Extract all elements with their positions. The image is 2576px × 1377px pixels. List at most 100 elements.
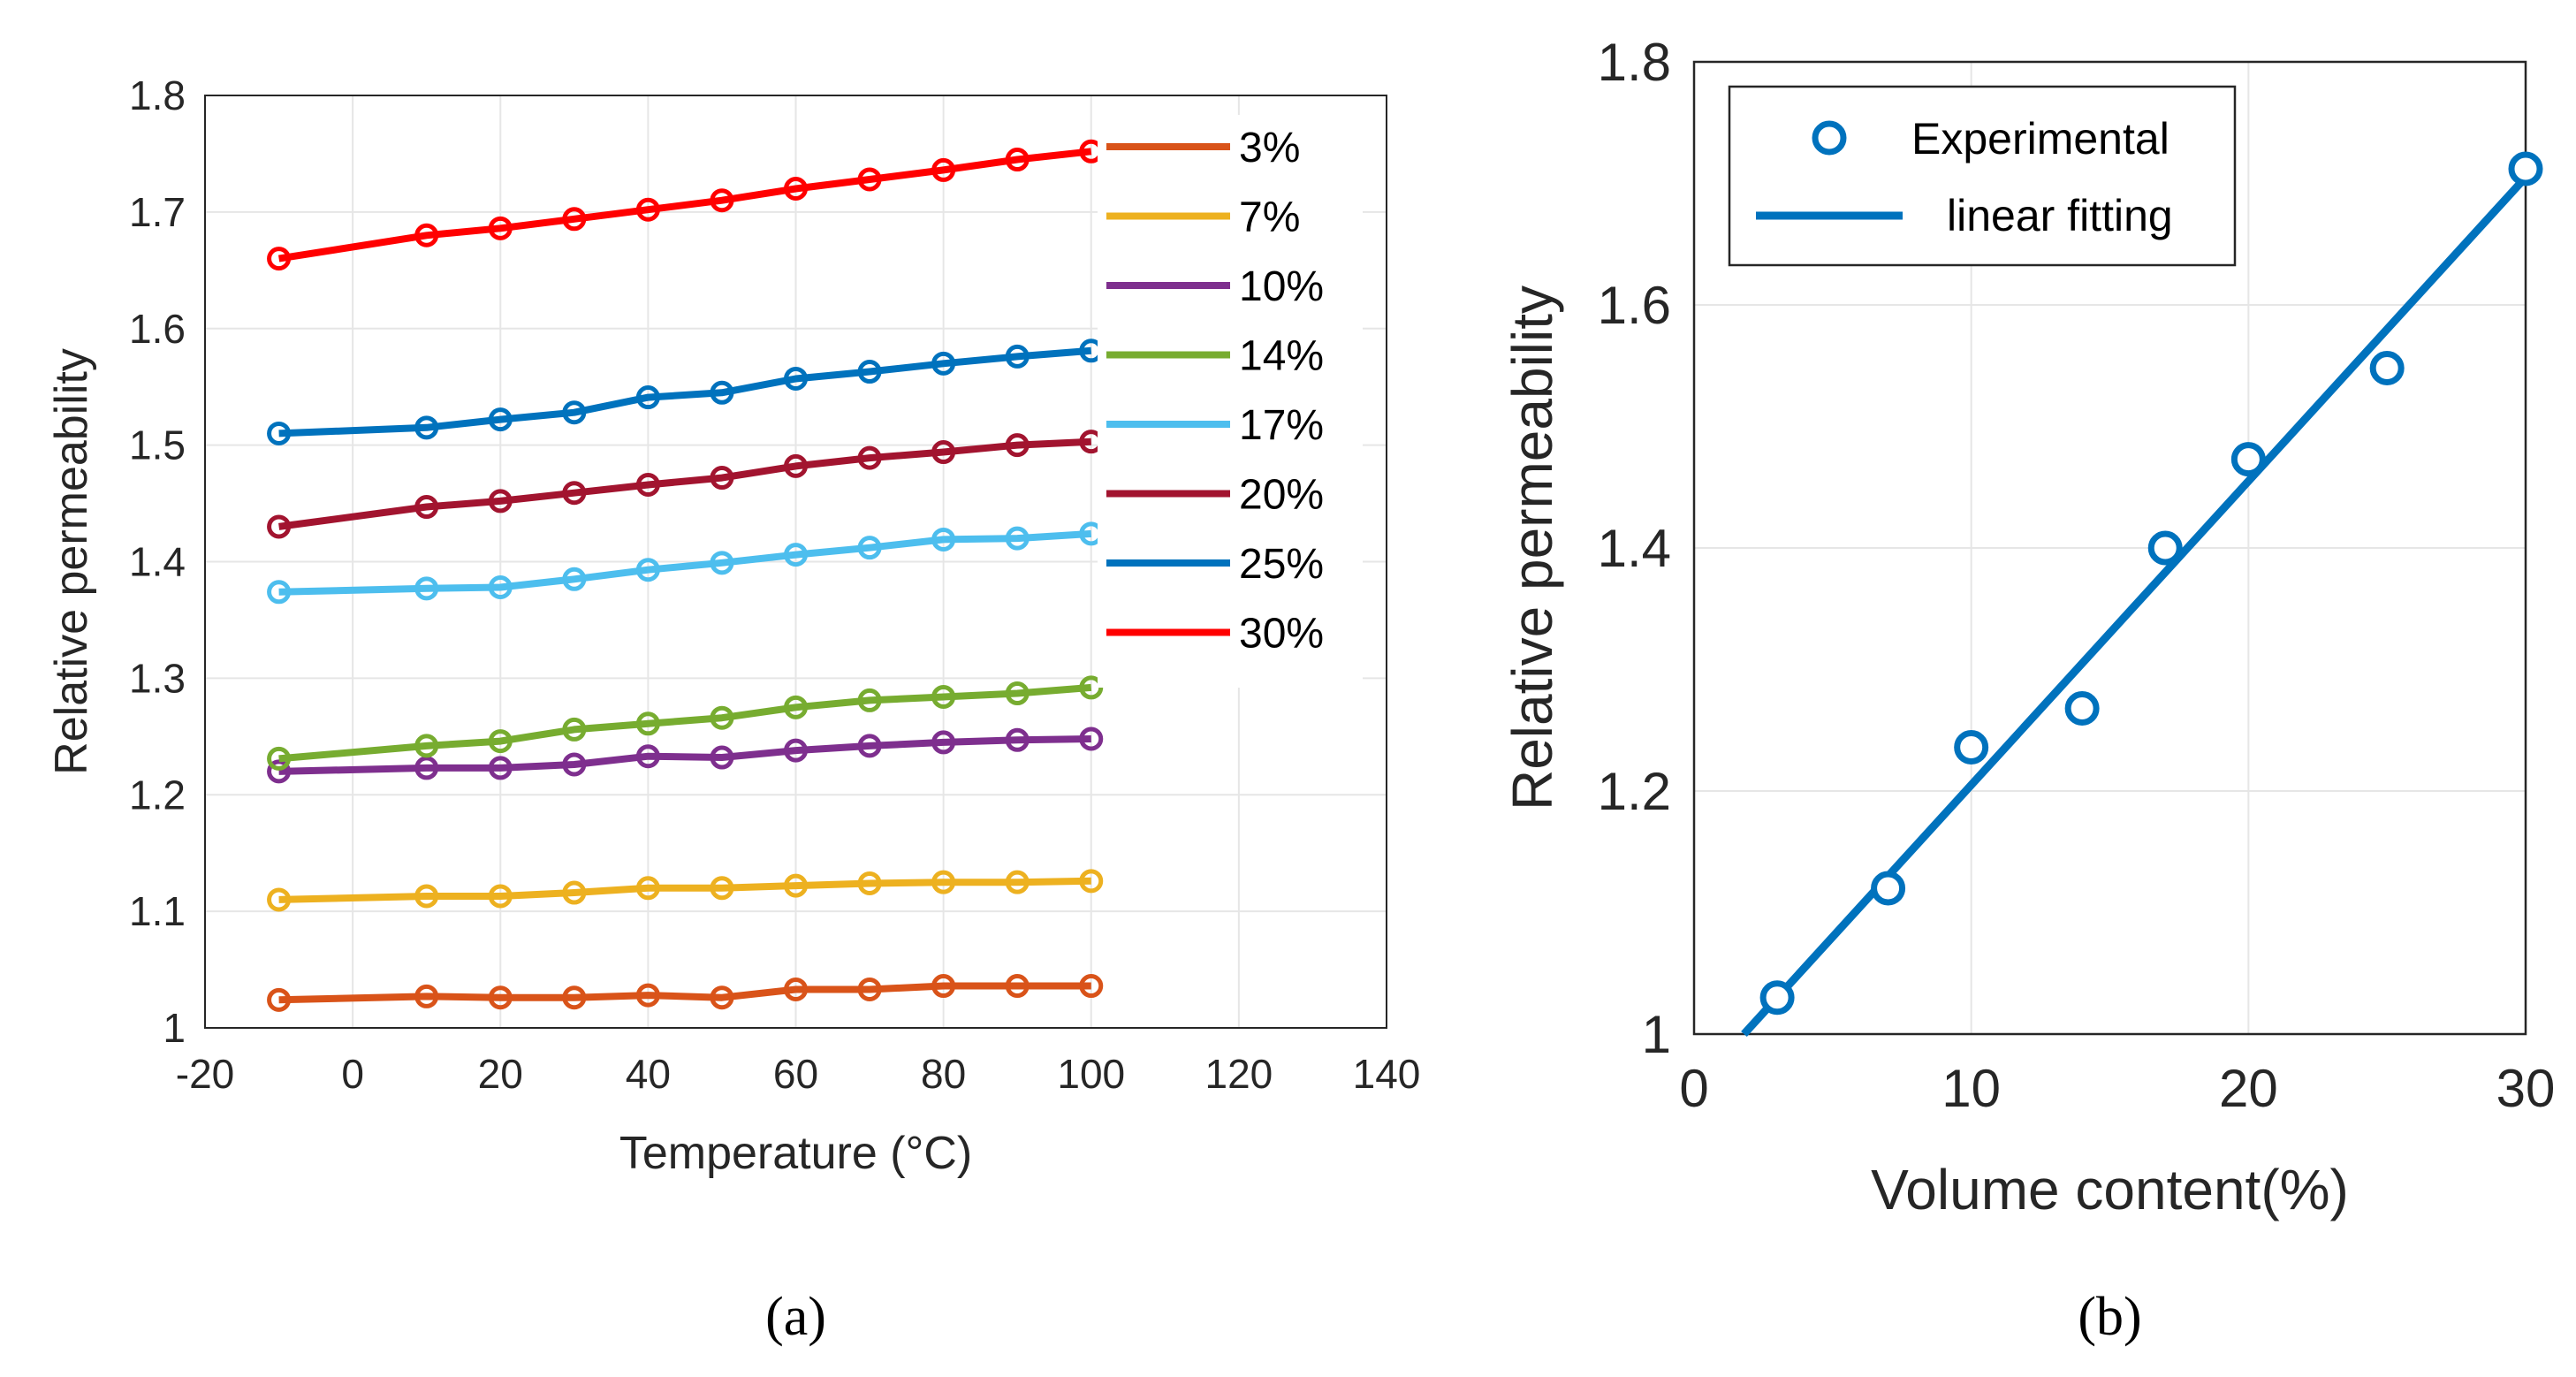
- panel-a-y-tick-label: 1.5: [129, 422, 186, 468]
- panel-a-data-point: [488, 575, 513, 600]
- panel-a-data-point: [488, 985, 513, 1010]
- panel-b-chart: 0 10 20 30 1 1.2 1.4 1.6 1.8 Volume content(%) Rel…: [1501, 33, 2555, 1347]
- panel-a-data-point: [414, 884, 439, 909]
- panel-a-y-tick-label: 1.1: [129, 888, 186, 934]
- panel-b-x-tick-label: 10: [1941, 1059, 2001, 1118]
- panel-a-series-line-10pct: [278, 735, 1091, 775]
- panel-a-data-point: [635, 711, 660, 736]
- panel-a-x-tick-label: 120: [1205, 1051, 1273, 1097]
- panel-b-data-point: [2147, 530, 2183, 566]
- panel-a-data-point: [784, 177, 808, 201]
- panel-b-data-point: [2369, 351, 2405, 385]
- panel-a-data-point: [931, 351, 956, 376]
- panel-a-data-point: [710, 705, 734, 730]
- panel-a-data-point: [784, 695, 808, 719]
- panel-a-label: (a): [765, 1287, 826, 1347]
- panel-a-data-point: [414, 734, 439, 758]
- panel-a-data-point: [267, 421, 292, 445]
- panel-a-data-point: [784, 366, 808, 391]
- panel-b-label: (b): [2078, 1287, 2141, 1347]
- panel-a-data-point: [635, 385, 660, 410]
- panel-a-y-axis-title: Relative permeability: [46, 348, 97, 775]
- panel-b-data-point: [1954, 730, 1989, 765]
- panel-a-data-point: [267, 759, 292, 784]
- panel-a-data-point: [931, 684, 956, 709]
- panel-a-data-point: [857, 167, 882, 192]
- panel-a-data-point: [267, 580, 292, 605]
- panel-a-data-point: [1005, 526, 1030, 551]
- panel-a-x-tick-label: 40: [626, 1051, 671, 1097]
- panel-b-y-tick-label: 1.4: [1598, 519, 1671, 578]
- panel-a-data-point: [562, 717, 587, 742]
- panel-a-data-point: [414, 984, 439, 1008]
- panel-a-axes-box: [204, 95, 1387, 1029]
- panel-a-data-point: [488, 407, 513, 432]
- panel-a-data-point: [1005, 344, 1030, 369]
- panel-a-y-tick-label: 1.4: [129, 539, 186, 585]
- panel-a-x-tick-label: 80: [921, 1051, 966, 1097]
- panel-b-x-tick-label: 0: [1679, 1059, 1708, 1118]
- panel-a-series-line-3pct: [278, 982, 1091, 1004]
- panel-a-data-point: [710, 466, 734, 491]
- panel-a-data-point: [931, 974, 956, 999]
- panel-b-y-tick-label: 1: [1642, 1005, 1671, 1064]
- panel-a-data-point: [267, 247, 292, 271]
- panel-a-legend-label: 25%: [1239, 541, 1324, 588]
- panel-b-y-tick-label: 1.8: [1598, 33, 1671, 92]
- panel-a-data-point: [857, 871, 882, 895]
- panel-a-data-point: [857, 445, 882, 470]
- panel-a-series-line-7pct: [278, 877, 1091, 903]
- panel-a-data-point: [414, 415, 439, 440]
- panel-a-data-point: [562, 400, 587, 425]
- panel-a-series-line-30pct: [277, 148, 1092, 262]
- panel-a-data-point: [857, 536, 882, 560]
- panel-a-legend-label: 10%: [1239, 263, 1324, 310]
- panel-a-data-point: [931, 730, 956, 755]
- panel-b-data-point: [2508, 151, 2543, 186]
- panel-a-data-point: [488, 729, 513, 754]
- panel-a-y-tick-label: 1: [163, 1005, 186, 1051]
- panel-a-data-point: [857, 734, 882, 758]
- panel-b-y-tick-label: 1.2: [1598, 762, 1671, 821]
- panel-b-legend-label: Experimental: [1911, 114, 2169, 164]
- panel-a-series-line-14pct: [278, 683, 1092, 763]
- panel-a-x-tick-label: 140: [1353, 1051, 1421, 1097]
- panel-a-data-point: [562, 752, 587, 777]
- panel-b-fit-line: [1741, 174, 2529, 1038]
- panel-a-data-point: [857, 977, 882, 1001]
- panel-b-data-point: [2230, 442, 2266, 477]
- panel-a-data-point: [267, 746, 292, 771]
- panel-a-data-point: [784, 873, 808, 898]
- panel-b-data-point: [1759, 980, 1795, 1016]
- panel-a-legend-label: 20%: [1239, 472, 1324, 519]
- panel-a-x-tick-label: 0: [341, 1051, 364, 1097]
- panel-a-data-point: [267, 987, 292, 1012]
- panel-a-data-point: [1079, 869, 1104, 894]
- panel-b-legend-marker: [1812, 120, 1847, 156]
- panel-a-data-point: [1005, 870, 1030, 894]
- panel-a-data-point: [931, 527, 956, 552]
- panel-b-x-axis-title: Volume content(%): [1871, 1158, 2349, 1221]
- panel-a-data-point: [562, 481, 587, 506]
- panel-a-chart: -20 0 20 40 60 80 100 120 140 1 1.1 1.2 1.3 1.4 1.5 1.6…: [46, 72, 1420, 1347]
- panel-a-data-point: [710, 551, 734, 575]
- panel-a-legend-label: 14%: [1239, 333, 1324, 380]
- panel-a-data-point: [857, 688, 882, 712]
- panel-a-data-point: [710, 876, 734, 901]
- panel-a-data-point: [488, 756, 513, 780]
- panel-a-data-point: [488, 884, 513, 909]
- panel-a-data-point: [562, 880, 587, 905]
- panel-a-legend-box: [1098, 115, 1363, 688]
- panel-a-data-point: [488, 489, 513, 514]
- panel-a-x-tick-label: -20: [176, 1051, 234, 1097]
- panel-a-data-point: [562, 985, 587, 1010]
- panel-b-x-tick-label: 30: [2496, 1059, 2556, 1118]
- panel-a-data-point: [635, 197, 660, 222]
- panel-a-x-axis-title: Temperature (°C): [619, 1128, 972, 1179]
- panel-a-series-line-25pct: [278, 346, 1092, 437]
- panel-a-y-tick-label: 1.3: [129, 655, 186, 701]
- panel-a-data-point: [414, 223, 439, 247]
- panel-a-data-point: [931, 157, 956, 182]
- panel-a-data-point: [710, 380, 734, 405]
- panel-a-y-tick-label: 1.8: [129, 72, 186, 118]
